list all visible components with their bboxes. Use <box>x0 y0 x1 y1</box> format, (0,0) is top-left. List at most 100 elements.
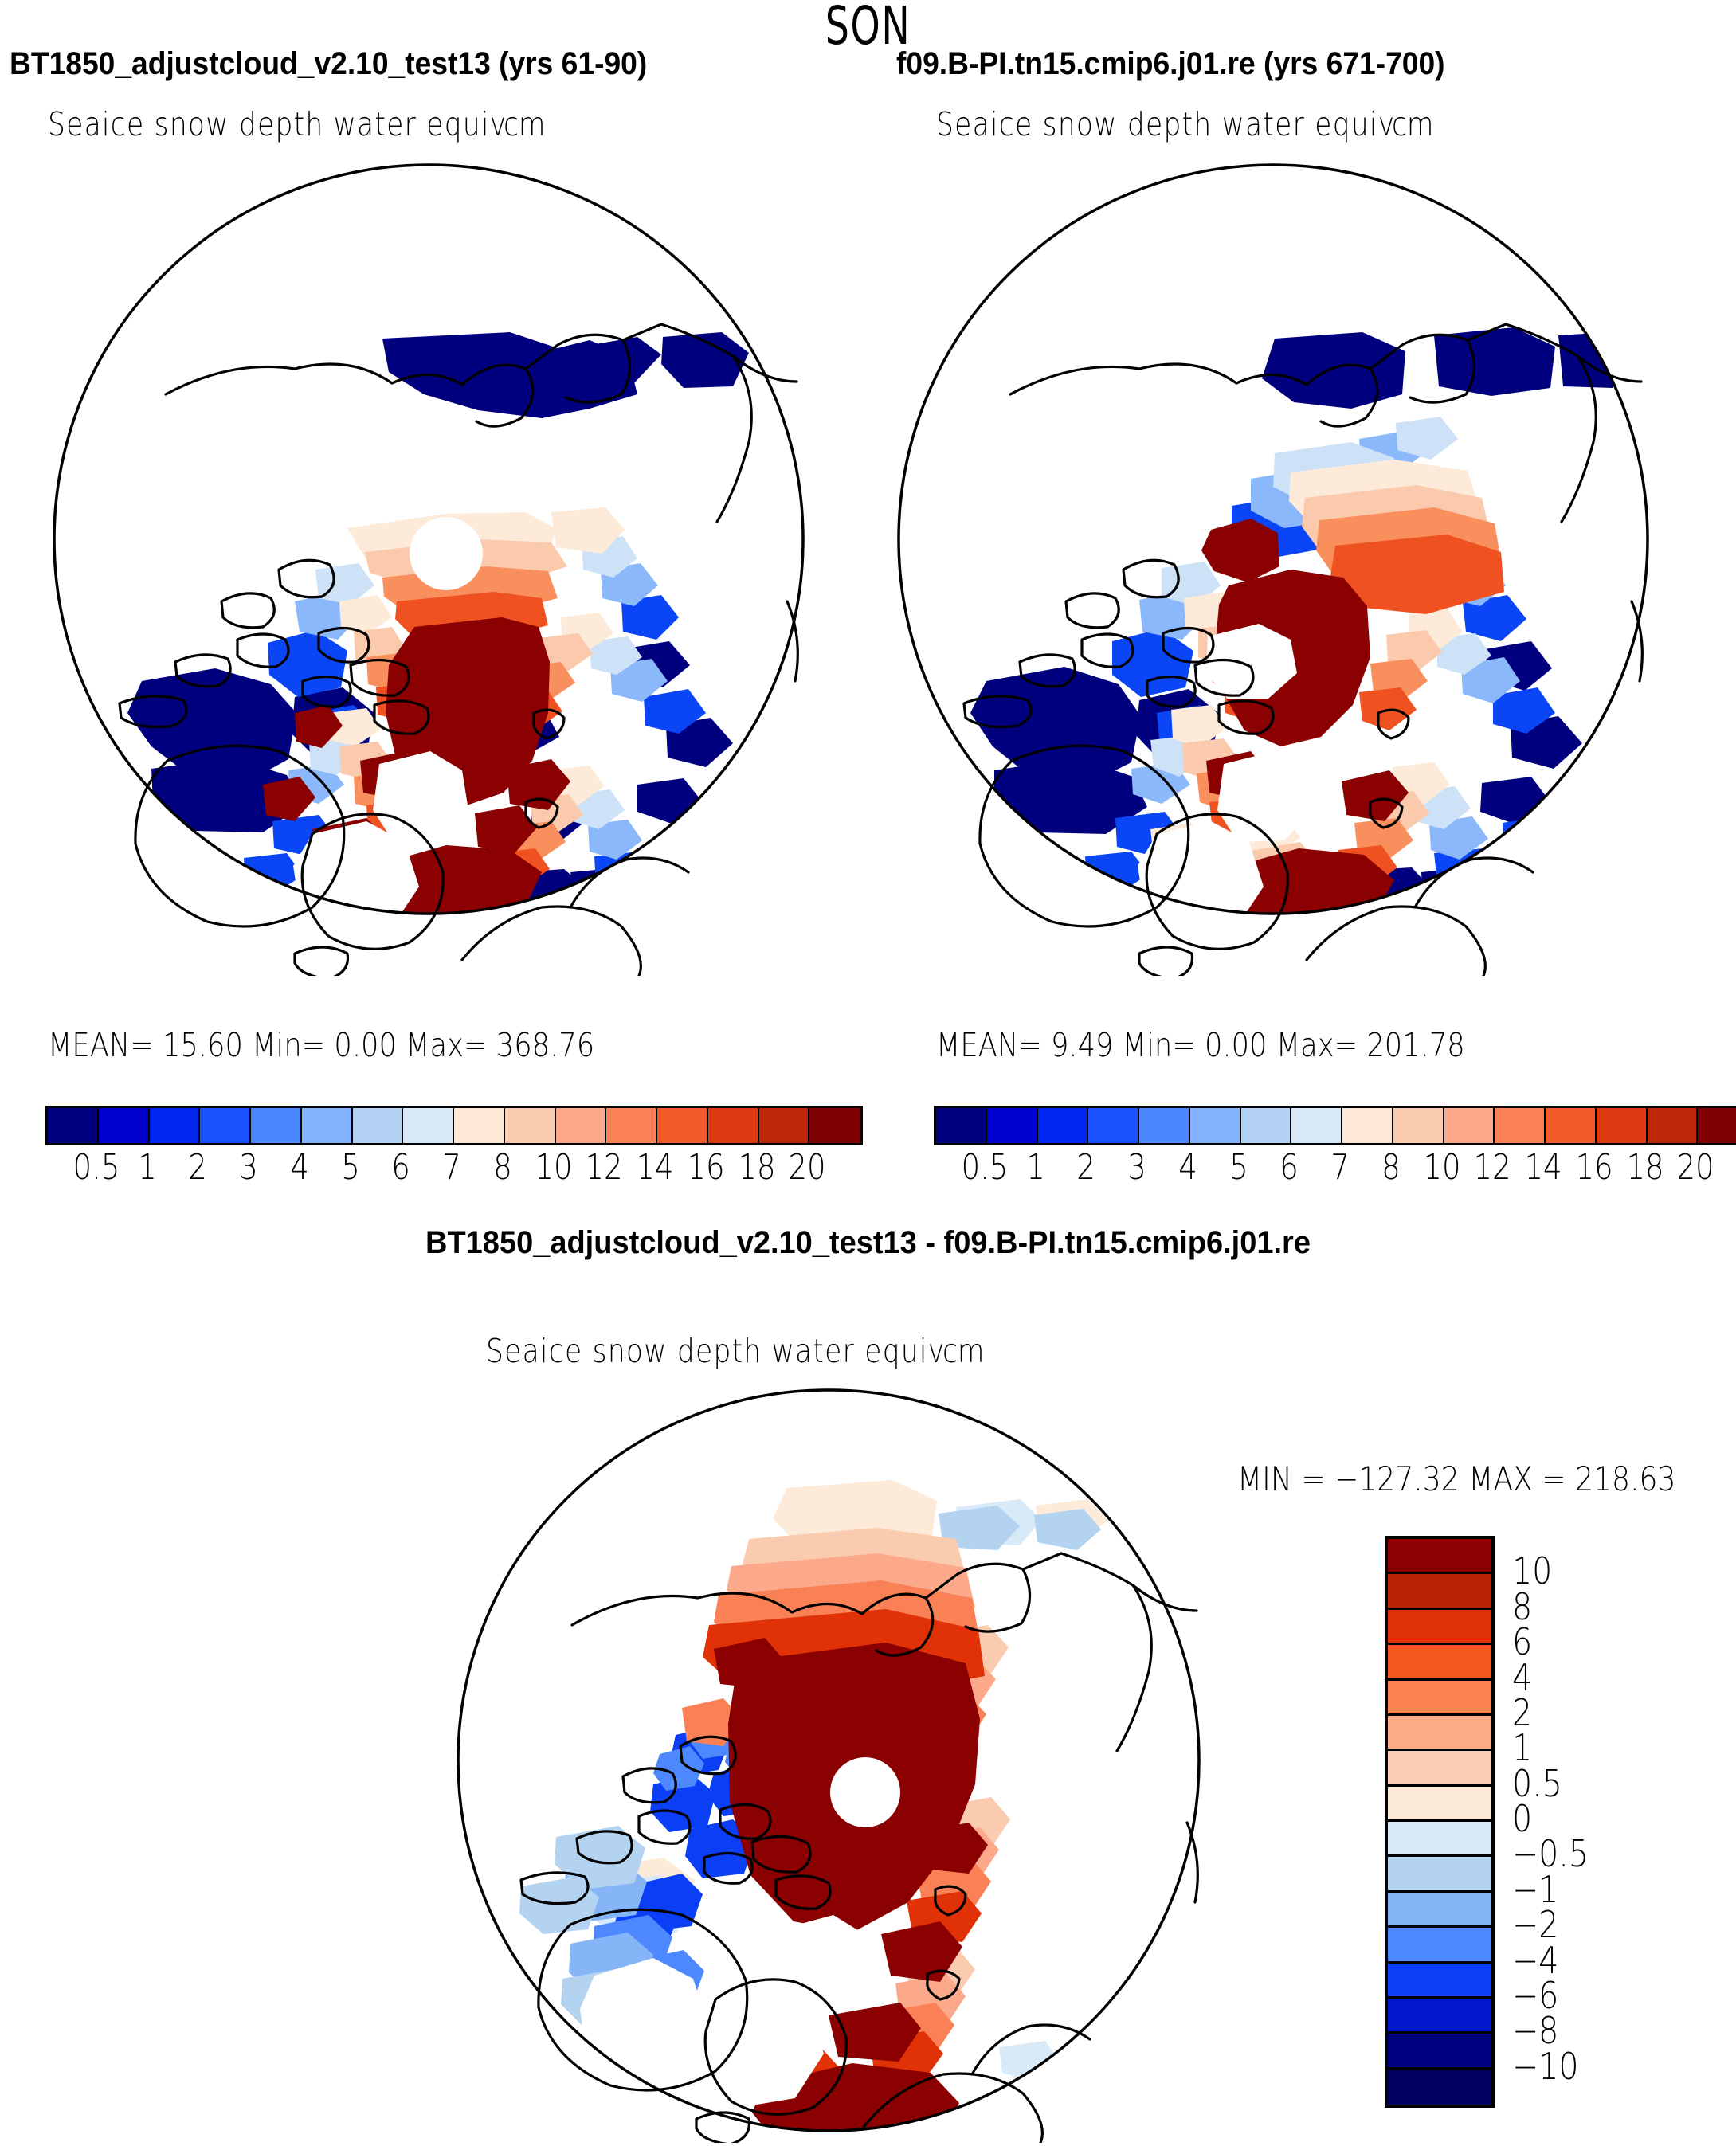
colorbar-tick-label: −8 <box>1512 2009 1559 2053</box>
colorbar-swatch <box>352 1108 404 1143</box>
colorbar-swatch <box>1088 1108 1139 1143</box>
colorbar-swatch <box>1596 1108 1648 1143</box>
colorbar-tick-label: 20 <box>1676 1147 1714 1188</box>
colorbar-main-left-labels: 0.5 1 2 3 4 5 6 7 8 10 12 14 16 18 20 <box>45 1147 858 1192</box>
variable-label-diff: Seaice snow depth water equiv <box>486 1332 946 1370</box>
colorbar-tick-label: 6 <box>1279 1147 1299 1188</box>
colorbar-swatch <box>707 1108 759 1143</box>
colorbar-swatch <box>504 1108 556 1143</box>
colorbar-swatch <box>454 1108 505 1143</box>
colorbar-tick-label: 5 <box>1229 1147 1248 1188</box>
colorbar-swatch <box>657 1108 708 1143</box>
colorbar-tick-label: 16 <box>1575 1147 1613 1188</box>
panel-title-right: f09.B-PI.tn15.cmip6.j01.re (yrs 671-700) <box>896 46 1445 81</box>
colorbar-tick-label: 10 <box>534 1147 573 1188</box>
colorbar-tick-label: 0.5 <box>1512 1761 1562 1805</box>
colorbar-tick-label: 10 <box>1512 1549 1553 1593</box>
colorbar-swatch <box>1037 1108 1089 1143</box>
colorbar-swatch <box>555 1108 607 1143</box>
polar-map-right <box>876 155 1689 976</box>
colorbar-tick-label: 4 <box>289 1147 309 1188</box>
colorbar-tick-label: 2 <box>1512 1690 1533 1734</box>
colorbar-swatch <box>1388 1715 1491 1752</box>
colorbar-tick-label: 0 <box>1512 1797 1533 1840</box>
colorbar-tick-label: −0.5 <box>1512 1832 1589 1876</box>
colorbar-swatch <box>1388 1963 1491 1999</box>
colorbar-tick-label: 6 <box>1512 1620 1533 1664</box>
colorbar-tick-label: −10 <box>1512 2044 1579 2088</box>
colorbar-swatch <box>403 1108 454 1143</box>
colorbar-tick-label: 12 <box>585 1147 623 1188</box>
colorbar-tick-label: 5 <box>340 1147 360 1188</box>
colorbar-tick-label: 18 <box>737 1147 776 1188</box>
colorbar-tick-label: 20 <box>788 1147 826 1188</box>
colorbar-tick-label: 7 <box>442 1147 461 1188</box>
colorbar-tick-label: 3 <box>239 1147 258 1188</box>
colorbar-swatch <box>1388 1645 1491 1681</box>
units-label-right: cm <box>1392 105 1434 143</box>
colorbar-tick-label: 14 <box>636 1147 674 1188</box>
colorbar-tick-label: 12 <box>1473 1147 1511 1188</box>
colorbar-swatch <box>1495 1108 1546 1143</box>
stats-left: MEAN= 15.60 Min= 0.00 Max= 368.76 <box>48 1026 595 1064</box>
colorbar-tick-label: 4 <box>1512 1655 1533 1699</box>
panel-title-left: BT1850_adjustcloud_v2.10_test13 (yrs 61-… <box>10 46 648 81</box>
colorbar-tick-label: 1 <box>1512 1726 1533 1770</box>
stats-right: MEAN= 9.49 Min= 0.00 Max= 201.78 <box>936 1026 1465 1064</box>
colorbar-swatch <box>149 1108 201 1143</box>
colorbar-swatch <box>606 1108 657 1143</box>
colorbar-tick-label: 8 <box>1512 1584 1533 1628</box>
colorbar-tick-label: 3 <box>1127 1147 1146 1188</box>
colorbar-swatch <box>1388 2034 1491 2070</box>
colorbar-swatch <box>1388 1609 1491 1646</box>
units-label-left: cm <box>504 105 546 143</box>
minmax-difference: MIN = −127.32 MAX = 218.63 <box>1237 1459 1676 1498</box>
colorbar-swatch <box>1388 1751 1491 1787</box>
colorbar-main-right-labels: 0.5 1 2 3 4 5 6 7 8 10 12 14 16 18 20 <box>934 1147 1736 1192</box>
colorbar-swatch <box>200 1108 251 1143</box>
colorbar-tick-label: 0.5 <box>961 1147 1009 1188</box>
colorbar-swatch <box>986 1108 1038 1143</box>
colorbar-swatch <box>1139 1108 1190 1143</box>
colorbar-swatch <box>1388 1680 1491 1716</box>
difference-panel-title: BT1850_adjustcloud_v2.10_test13 - f09.B-… <box>425 1225 1311 1260</box>
colorbar-tick-label: 16 <box>687 1147 725 1188</box>
colorbar-swatch <box>1698 1108 1736 1143</box>
colorbar-swatch <box>1388 1574 1491 1610</box>
units-label-diff: cm <box>942 1332 985 1370</box>
colorbar-tick-label: 14 <box>1524 1147 1562 1188</box>
colorbar-tick-label: −4 <box>1512 1938 1559 1982</box>
polar-map-difference <box>430 1386 1243 2143</box>
colorbar-swatch <box>809 1108 860 1143</box>
colorbar-swatch <box>1647 1108 1699 1143</box>
colorbar-difference <box>1385 1536 1495 2108</box>
colorbar-swatch <box>936 1108 987 1143</box>
colorbar-swatch <box>48 1108 99 1143</box>
colorbar-swatch <box>1388 1822 1491 1858</box>
colorbar-swatch <box>1388 1928 1491 1964</box>
colorbar-tick-label: −2 <box>1512 1903 1559 1947</box>
colorbar-swatch <box>1393 1108 1444 1143</box>
polar-map-left <box>32 155 844 976</box>
colorbar-swatch <box>1388 1539 1491 1575</box>
colorbar-swatch <box>301 1108 353 1143</box>
colorbar-swatch <box>1388 1892 1491 1929</box>
colorbar-swatch <box>1388 1857 1491 1893</box>
colorbar-tick-label: 10 <box>1422 1147 1461 1188</box>
colorbar-swatch <box>1388 1786 1491 1822</box>
colorbar-tick-label: 0.5 <box>72 1147 120 1188</box>
colorbar-tick-label: −6 <box>1512 1973 1559 2017</box>
colorbar-swatch <box>1342 1108 1393 1143</box>
colorbar-swatch <box>1388 1998 1491 2034</box>
colorbar-tick-label: 8 <box>492 1147 512 1188</box>
colorbar-tick-label: 7 <box>1330 1147 1350 1188</box>
colorbar-tick-label: −1 <box>1512 1867 1559 1911</box>
colorbar-tick-label: 1 <box>137 1147 157 1188</box>
colorbar-swatch <box>1240 1108 1292 1143</box>
colorbar-swatch <box>758 1108 810 1143</box>
colorbar-tick-label: 8 <box>1381 1147 1401 1188</box>
colorbar-main-left <box>45 1106 863 1145</box>
colorbar-swatch <box>1546 1108 1597 1143</box>
figure-season-title: SON <box>825 0 911 57</box>
colorbar-swatch <box>1189 1108 1241 1143</box>
